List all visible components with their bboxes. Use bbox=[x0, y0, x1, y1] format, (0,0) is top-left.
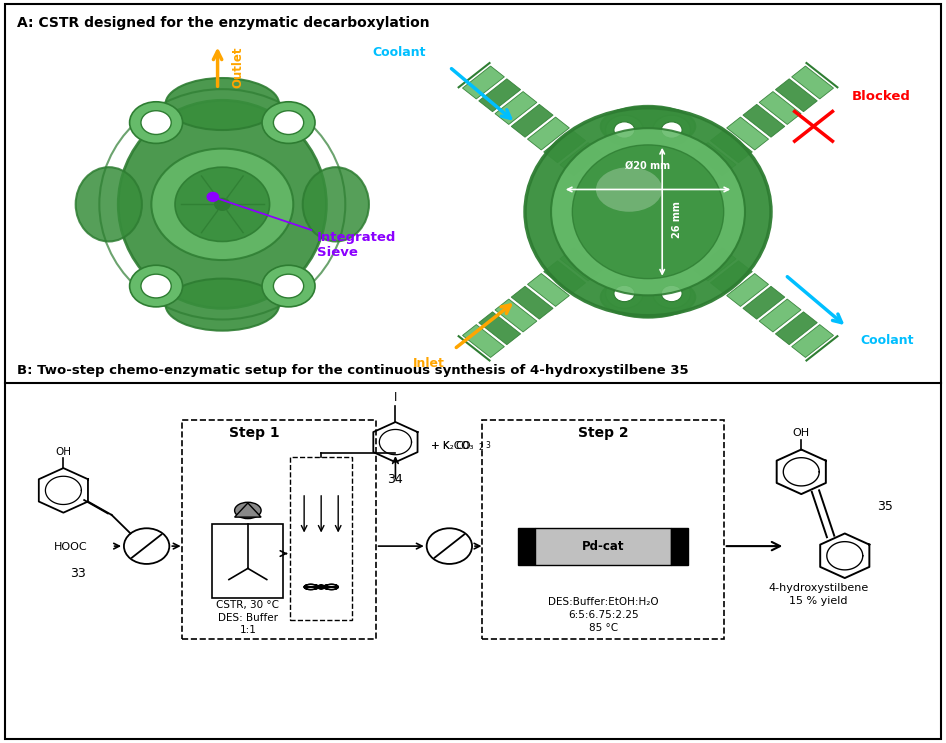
Circle shape bbox=[605, 115, 643, 145]
Polygon shape bbox=[479, 312, 520, 345]
Bar bbox=[535, 528, 672, 565]
Circle shape bbox=[318, 584, 325, 590]
Circle shape bbox=[262, 265, 315, 307]
Polygon shape bbox=[463, 66, 504, 99]
Polygon shape bbox=[759, 299, 801, 332]
Polygon shape bbox=[511, 286, 553, 319]
Bar bbox=[182, 420, 376, 639]
Polygon shape bbox=[495, 91, 537, 125]
Text: OH: OH bbox=[793, 429, 810, 438]
Ellipse shape bbox=[166, 279, 279, 331]
Text: 2: 2 bbox=[479, 443, 483, 452]
Polygon shape bbox=[479, 79, 520, 111]
Circle shape bbox=[215, 198, 230, 210]
Text: CO: CO bbox=[455, 441, 471, 451]
Polygon shape bbox=[792, 325, 833, 357]
Ellipse shape bbox=[601, 106, 695, 147]
Circle shape bbox=[614, 122, 635, 138]
Ellipse shape bbox=[166, 78, 279, 130]
Bar bbox=[212, 524, 283, 598]
Text: DES:Buffer:EtOH:H₂O
6:5:6.75:2.25
85 °C: DES:Buffer:EtOH:H₂O 6:5:6.75:2.25 85 °C bbox=[548, 597, 658, 633]
Ellipse shape bbox=[551, 128, 745, 295]
Text: 26 mm: 26 mm bbox=[672, 201, 682, 238]
Polygon shape bbox=[710, 130, 752, 163]
Circle shape bbox=[141, 111, 171, 134]
Ellipse shape bbox=[76, 167, 142, 241]
Text: 33: 33 bbox=[70, 567, 85, 580]
Polygon shape bbox=[528, 117, 569, 150]
Text: Pd-cat: Pd-cat bbox=[582, 539, 624, 553]
Polygon shape bbox=[710, 261, 752, 293]
Text: B: Two-step chemo-enzymatic setup for the continuous synthesis of 4-hydroxystilb: B: Two-step chemo-enzymatic setup for th… bbox=[17, 365, 689, 377]
Ellipse shape bbox=[596, 167, 662, 212]
Polygon shape bbox=[560, 143, 602, 175]
Circle shape bbox=[262, 102, 315, 143]
Circle shape bbox=[175, 167, 270, 241]
Circle shape bbox=[661, 122, 682, 138]
Ellipse shape bbox=[80, 71, 364, 338]
Polygon shape bbox=[743, 286, 785, 319]
Polygon shape bbox=[235, 503, 261, 517]
Circle shape bbox=[273, 111, 304, 134]
Text: Coolant: Coolant bbox=[372, 47, 426, 59]
Circle shape bbox=[141, 274, 171, 298]
Circle shape bbox=[661, 285, 682, 302]
Polygon shape bbox=[694, 248, 736, 281]
Text: Inlet: Inlet bbox=[412, 357, 445, 369]
Ellipse shape bbox=[601, 276, 695, 318]
Bar bbox=[482, 420, 724, 639]
Text: I: I bbox=[394, 392, 397, 404]
Polygon shape bbox=[495, 299, 537, 332]
Polygon shape bbox=[727, 273, 768, 306]
Polygon shape bbox=[511, 104, 553, 137]
Text: 3: 3 bbox=[485, 441, 490, 450]
Polygon shape bbox=[544, 261, 586, 293]
Text: 34: 34 bbox=[388, 473, 403, 486]
Polygon shape bbox=[528, 273, 569, 306]
Bar bbox=[518, 528, 535, 565]
Text: Ø20 mm: Ø20 mm bbox=[625, 161, 671, 171]
Polygon shape bbox=[776, 79, 817, 111]
Text: 4-hydroxystilbene
15 % yield: 4-hydroxystilbene 15 % yield bbox=[768, 583, 868, 606]
Polygon shape bbox=[694, 143, 736, 175]
Text: Blocked: Blocked bbox=[851, 90, 910, 103]
Text: OH: OH bbox=[56, 447, 71, 457]
Ellipse shape bbox=[303, 167, 369, 241]
Polygon shape bbox=[463, 325, 504, 357]
Circle shape bbox=[151, 149, 293, 260]
Text: A: CSTR designed for the enzymatic decarboxylation: A: CSTR designed for the enzymatic decar… bbox=[17, 16, 429, 30]
Text: Step 2: Step 2 bbox=[578, 426, 628, 440]
Circle shape bbox=[130, 102, 183, 143]
Ellipse shape bbox=[235, 502, 261, 519]
Polygon shape bbox=[560, 248, 602, 281]
Circle shape bbox=[653, 279, 691, 308]
Text: 35: 35 bbox=[877, 500, 893, 513]
Circle shape bbox=[207, 192, 219, 201]
Polygon shape bbox=[759, 91, 801, 125]
Text: Step 1: Step 1 bbox=[229, 426, 280, 440]
Circle shape bbox=[130, 265, 183, 307]
Ellipse shape bbox=[572, 145, 724, 279]
Circle shape bbox=[605, 279, 643, 308]
Polygon shape bbox=[792, 66, 833, 99]
Circle shape bbox=[273, 274, 304, 298]
Ellipse shape bbox=[118, 100, 326, 308]
Text: Outlet: Outlet bbox=[232, 46, 245, 88]
Bar bbox=[290, 457, 352, 620]
Bar bbox=[671, 528, 688, 565]
Polygon shape bbox=[727, 117, 768, 150]
Circle shape bbox=[614, 285, 635, 302]
Circle shape bbox=[653, 115, 691, 145]
Text: + K: + K bbox=[431, 441, 450, 451]
Text: Coolant: Coolant bbox=[861, 334, 915, 347]
Polygon shape bbox=[544, 130, 586, 163]
Polygon shape bbox=[776, 312, 817, 345]
Text: + K₂CO₃: + K₂CO₃ bbox=[431, 441, 474, 451]
Polygon shape bbox=[743, 104, 785, 137]
Text: Integrated
Sieve: Integrated Sieve bbox=[216, 198, 396, 259]
Text: HOOC: HOOC bbox=[54, 542, 88, 552]
Ellipse shape bbox=[525, 108, 771, 316]
Text: CSTR, 30 °C
DES: Buffer
1:1: CSTR, 30 °C DES: Buffer 1:1 bbox=[217, 600, 279, 635]
